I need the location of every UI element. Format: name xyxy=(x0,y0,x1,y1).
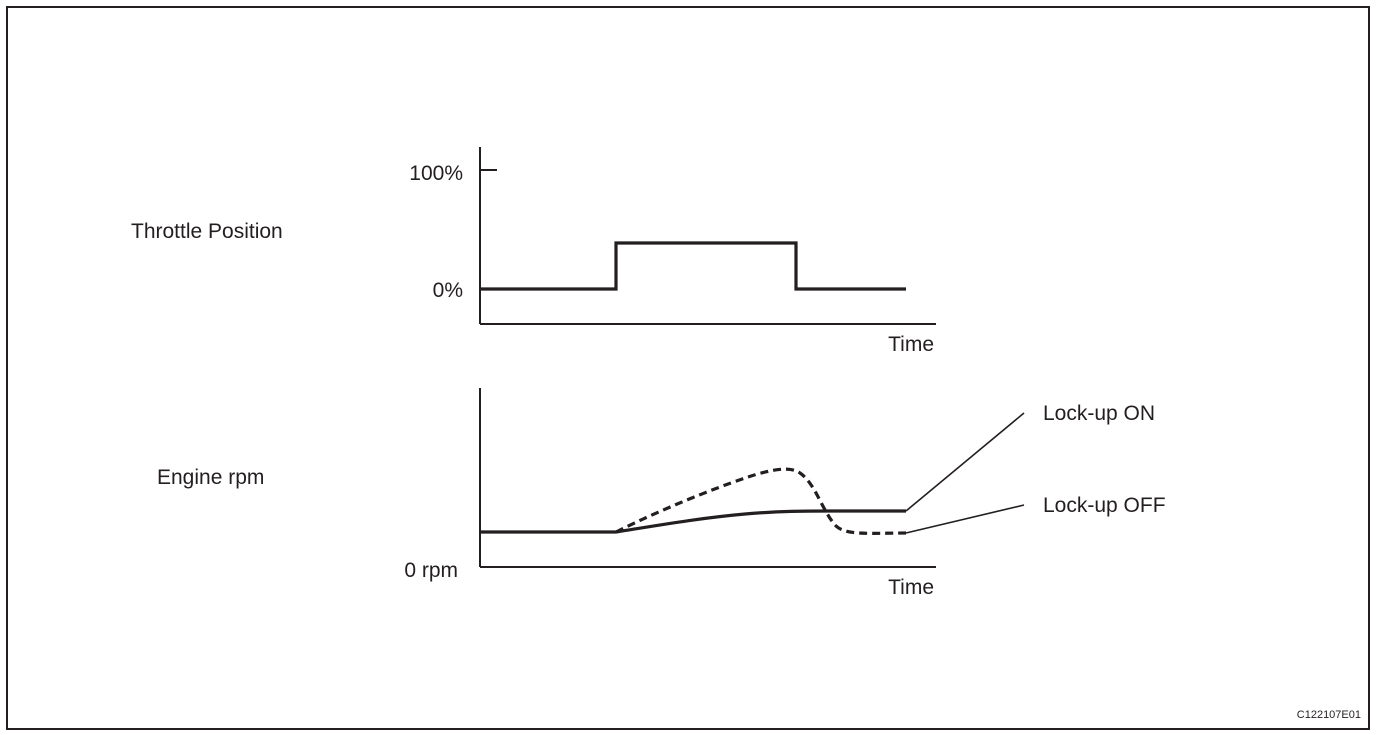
callout-off-leader xyxy=(905,504,1025,534)
throttle-row-label: Throttle Position xyxy=(131,220,283,243)
figure-frame xyxy=(6,6,1370,730)
rpm-lockup-on-curve xyxy=(480,509,906,534)
rpm-panel: Engine rpm 0 rpm Lock-up ON Lock-up OFF … xyxy=(157,388,1166,599)
figure-code: C122107E01 xyxy=(1297,709,1361,721)
throttle-tick-100: 100% xyxy=(409,162,463,185)
callout-lockup-off: Lock-up OFF xyxy=(1043,494,1166,517)
rpm-lockup-off-curve xyxy=(615,467,907,535)
throttle-panel: Throttle Position 100% 0% Time xyxy=(131,147,936,356)
callout-lockup-on: Lock-up ON xyxy=(1043,402,1155,425)
rpm-row-label: Engine rpm xyxy=(157,466,264,489)
throttle-tick-0: 0% xyxy=(433,279,463,302)
rpm-x-label: Time xyxy=(888,576,934,599)
callout-on-leader xyxy=(905,412,1025,512)
throttle-step-curve xyxy=(480,241,906,291)
rpm-tick-0: 0 rpm xyxy=(404,559,458,582)
throttle-x-label: Time xyxy=(888,333,934,356)
